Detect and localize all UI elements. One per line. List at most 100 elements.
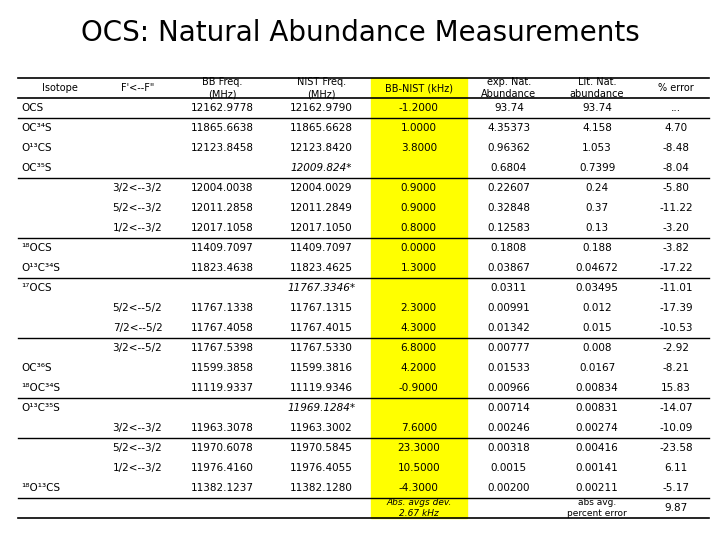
Text: NIST Freq.
(MHz): NIST Freq. (MHz): [297, 77, 346, 99]
Text: 0.04672: 0.04672: [575, 263, 618, 273]
Text: BB-NIST (kHz): BB-NIST (kHz): [384, 83, 453, 93]
Text: 0.00200: 0.00200: [487, 483, 530, 493]
Text: ¹⁷OCS: ¹⁷OCS: [21, 283, 52, 293]
Text: 0.00416: 0.00416: [576, 443, 618, 453]
Text: 6.11: 6.11: [665, 463, 688, 473]
Text: 0.37: 0.37: [585, 203, 608, 213]
Text: 11767.1315: 11767.1315: [290, 303, 353, 313]
Text: -14.07: -14.07: [660, 403, 693, 413]
Text: 1/2<--3/2: 1/2<--3/2: [112, 223, 163, 233]
Text: 0.00834: 0.00834: [576, 383, 618, 393]
Text: 12009.824*: 12009.824*: [291, 163, 352, 173]
Text: ¹⁸OCS: ¹⁸OCS: [21, 243, 52, 253]
Text: 0.96362: 0.96362: [487, 143, 531, 153]
Text: 0.00274: 0.00274: [576, 423, 618, 433]
Text: 5/2<--3/2: 5/2<--3/2: [112, 203, 163, 213]
Text: 11976.4055: 11976.4055: [290, 463, 353, 473]
Text: 12123.8458: 12123.8458: [191, 143, 253, 153]
Text: ...: ...: [671, 103, 681, 113]
Text: Abs. avgs dev.
2.67 kHz: Abs. avgs dev. 2.67 kHz: [386, 498, 451, 517]
Text: 11963.3078: 11963.3078: [191, 423, 253, 433]
Text: 11767.1338: 11767.1338: [191, 303, 253, 313]
Text: -3.82: -3.82: [662, 243, 690, 253]
Text: 0.24: 0.24: [585, 183, 608, 193]
Text: 12162.9778: 12162.9778: [191, 103, 253, 113]
Text: 0.00246: 0.00246: [487, 423, 530, 433]
Text: -17.39: -17.39: [660, 303, 693, 313]
Text: 7.6000: 7.6000: [401, 423, 437, 433]
Text: 11599.3816: 11599.3816: [290, 363, 353, 373]
Text: 11119.9346: 11119.9346: [290, 383, 353, 393]
Text: O¹³C³⁴S: O¹³C³⁴S: [21, 263, 60, 273]
Text: -8.48: -8.48: [662, 143, 690, 153]
Text: 93.74: 93.74: [494, 103, 523, 113]
Text: 0.00714: 0.00714: [487, 403, 530, 413]
Text: 0.12583: 0.12583: [487, 223, 531, 233]
Text: 0.0167: 0.0167: [579, 363, 615, 373]
Text: 0.03495: 0.03495: [575, 283, 618, 293]
Bar: [371, 78, 467, 518]
Text: -10.09: -10.09: [660, 423, 693, 433]
Text: 4.158: 4.158: [582, 123, 612, 133]
Text: 12162.9790: 12162.9790: [290, 103, 353, 113]
Text: 3/2<--5/2: 3/2<--5/2: [112, 343, 163, 353]
Text: 5/2<--3/2: 5/2<--3/2: [112, 443, 163, 453]
Text: -17.22: -17.22: [660, 263, 693, 273]
Text: O¹³CS: O¹³CS: [21, 143, 52, 153]
Text: 0.01342: 0.01342: [487, 323, 530, 333]
Text: -23.58: -23.58: [660, 443, 693, 453]
Text: 3.8000: 3.8000: [401, 143, 437, 153]
Text: 3/2<--3/2: 3/2<--3/2: [112, 183, 163, 193]
Text: 11767.5330: 11767.5330: [290, 343, 353, 353]
Text: 11382.1280: 11382.1280: [290, 483, 353, 493]
Text: -4.3000: -4.3000: [399, 483, 438, 493]
Text: -8.04: -8.04: [662, 163, 690, 173]
Text: 0.03867: 0.03867: [487, 263, 530, 273]
Text: -2.92: -2.92: [662, 343, 690, 353]
Text: Lit. Nat.
abundance: Lit. Nat. abundance: [570, 77, 624, 99]
Text: 11382.1237: 11382.1237: [191, 483, 253, 493]
Text: 1.0000: 1.0000: [401, 123, 437, 133]
Text: OC³⁵S: OC³⁵S: [21, 163, 51, 173]
Text: 0.00831: 0.00831: [576, 403, 618, 413]
Text: 0.0000: 0.0000: [401, 243, 437, 253]
Text: 0.22607: 0.22607: [487, 183, 530, 193]
Text: 12004.0038: 12004.0038: [191, 183, 253, 193]
Text: 0.6804: 0.6804: [491, 163, 527, 173]
Text: 11865.6638: 11865.6638: [191, 123, 253, 133]
Text: 0.13: 0.13: [585, 223, 608, 233]
Text: 11767.4015: 11767.4015: [290, 323, 353, 333]
Text: 11976.4160: 11976.4160: [191, 463, 253, 473]
Text: 11823.4638: 11823.4638: [191, 263, 253, 273]
Text: % error: % error: [658, 83, 694, 93]
Text: 0.00966: 0.00966: [487, 383, 530, 393]
Text: -11.22: -11.22: [660, 203, 693, 213]
Text: -10.53: -10.53: [660, 323, 693, 333]
Text: 15.83: 15.83: [661, 383, 691, 393]
Text: 0.7399: 0.7399: [579, 163, 616, 173]
Text: 11409.7097: 11409.7097: [191, 243, 253, 253]
Text: OC³⁶S: OC³⁶S: [21, 363, 52, 373]
Text: 11970.6078: 11970.6078: [191, 443, 253, 453]
Text: abs avg.
percent error: abs avg. percent error: [567, 498, 627, 517]
Text: 12123.8420: 12123.8420: [290, 143, 353, 153]
Text: exp. Nat.
Abundance: exp. Nat. Abundance: [481, 77, 536, 99]
Text: -3.20: -3.20: [662, 223, 690, 233]
Text: 12004.0029: 12004.0029: [290, 183, 353, 193]
Text: OC³⁴S: OC³⁴S: [21, 123, 52, 133]
Text: 11767.4058: 11767.4058: [191, 323, 253, 333]
Text: -1.2000: -1.2000: [399, 103, 438, 113]
Text: 0.01533: 0.01533: [487, 363, 530, 373]
Text: 6.8000: 6.8000: [401, 343, 437, 353]
Text: 4.2000: 4.2000: [401, 363, 437, 373]
Text: 0.00777: 0.00777: [487, 343, 530, 353]
Text: 11970.5845: 11970.5845: [290, 443, 353, 453]
Text: OCS: Natural Abundance Measurements: OCS: Natural Abundance Measurements: [81, 19, 639, 47]
Text: 4.3000: 4.3000: [401, 323, 437, 333]
Text: 3/2<--3/2: 3/2<--3/2: [112, 423, 163, 433]
Text: 0.00318: 0.00318: [487, 443, 530, 453]
Text: 0.012: 0.012: [582, 303, 612, 313]
Text: 2.3000: 2.3000: [401, 303, 437, 313]
Text: -5.17: -5.17: [662, 483, 690, 493]
Text: 0.00211: 0.00211: [576, 483, 618, 493]
